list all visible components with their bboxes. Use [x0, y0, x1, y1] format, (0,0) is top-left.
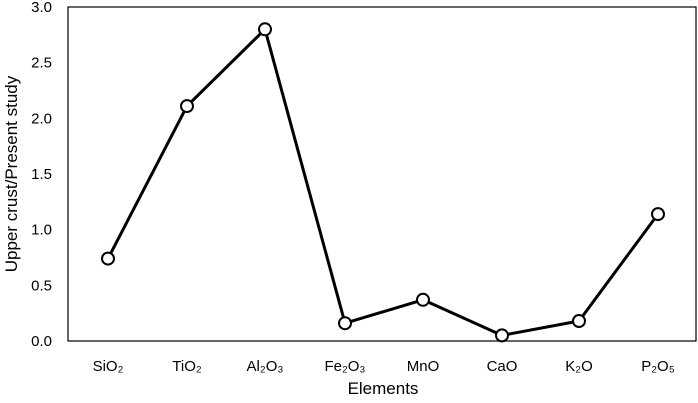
y-tick-label: 0.0 [31, 333, 52, 350]
plot-frame [67, 6, 697, 342]
y-axis-ticks: 0.0 0.5 1.0 1.5 2.0 2.5 3.0 [31, 0, 52, 350]
data-point [651, 207, 665, 222]
x-tick-label: K₂O [565, 358, 593, 375]
y-tick-label: 1.0 [31, 222, 52, 239]
data-point [338, 316, 352, 331]
data-point [101, 251, 115, 266]
data-point [258, 22, 272, 37]
data-point [572, 314, 586, 328]
x-tick-label: SiO₂ [93, 358, 124, 375]
data-point [180, 99, 194, 114]
x-tick-label: Fe₂O₃ [324, 358, 365, 375]
data-markers [101, 22, 665, 343]
y-tick-label: 0.5 [31, 277, 52, 294]
x-tick-label: Al₂O₃ [247, 358, 284, 375]
y-tick-label: 3.0 [31, 0, 52, 16]
x-tick-label: MnO [407, 358, 440, 375]
x-tick-label: TiO₂ [172, 358, 202, 375]
data-point [416, 292, 430, 307]
y-axis-title: Upper crust/Present study [2, 75, 21, 272]
data-point [495, 328, 509, 343]
y-tick-label: 1.5 [31, 166, 52, 183]
y-tick-label: 2.5 [31, 55, 52, 72]
x-tick-label: CaO [487, 358, 518, 375]
x-tick-label: P₂O₅ [641, 358, 675, 375]
y-tick-label: 2.0 [31, 110, 52, 127]
x-axis-title: Elements [348, 379, 419, 398]
series-line [106, 27, 660, 337]
x-axis-ticks: SiO₂ TiO₂ Al₂O₃ Fe₂O₃ MnO CaO K₂O P₂O₅ [93, 358, 675, 375]
